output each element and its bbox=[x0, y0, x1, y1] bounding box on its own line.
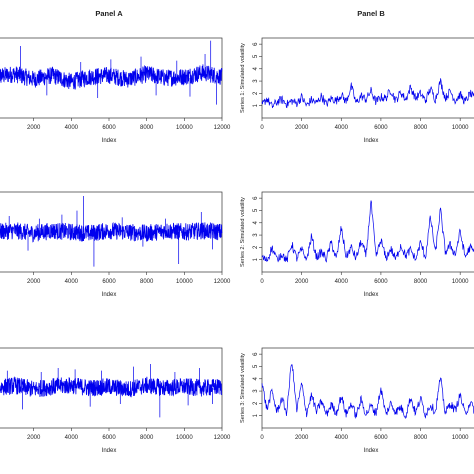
x-tick-label: 2000 bbox=[295, 435, 309, 441]
x-tick-label: 4000 bbox=[335, 279, 349, 285]
x-tick-label: 10000 bbox=[452, 279, 469, 285]
plot-frame bbox=[261, 191, 474, 273]
y-tick-label: 3 bbox=[253, 79, 259, 83]
x-tick-label: 8000 bbox=[414, 279, 428, 285]
x-tick-label: 10000 bbox=[176, 125, 193, 131]
y-tick-label: 2 bbox=[253, 401, 259, 405]
panel-title: Panel A bbox=[95, 9, 123, 18]
y-tick-label: 3 bbox=[253, 233, 259, 237]
x-axis-label: Index bbox=[102, 138, 117, 144]
x-tick-label: 2000 bbox=[295, 125, 309, 131]
y-tick-label: 2 bbox=[253, 245, 259, 249]
y-axis-label: Series 2: Simulated volatility bbox=[240, 197, 246, 267]
x-axis-label: Index bbox=[364, 448, 379, 454]
series-line bbox=[261, 200, 474, 263]
series-line bbox=[261, 78, 474, 109]
panel-2: Panel B 0 2000 4000 6000 8000 10000 1 2 3 4 5 6 Index… bbox=[240, 9, 474, 144]
x-tick-label: 12000 bbox=[214, 279, 231, 285]
y-tick-label: 1 bbox=[253, 413, 259, 417]
x-tick-label: 6000 bbox=[374, 125, 388, 131]
y-axis-label: Series 1: Simulated volatility bbox=[240, 43, 246, 113]
series-line bbox=[0, 64, 223, 90]
x-axis-label: Index bbox=[364, 292, 379, 298]
series-line bbox=[0, 221, 223, 243]
x-tick-label: 8000 bbox=[414, 435, 428, 441]
x-tick-label: 12000 bbox=[214, 125, 231, 131]
x-tick-label: 6000 bbox=[102, 125, 116, 131]
x-tick-label: 8000 bbox=[140, 125, 154, 131]
panel-1: Panel A 2000 4000 6000 8000 10000 12000 Index bbox=[0, 9, 231, 144]
x-tick-label: 10000 bbox=[176, 435, 193, 441]
y-tick-label: 6 bbox=[253, 352, 259, 356]
x-tick-label: 6000 bbox=[102, 279, 116, 285]
y-tick-label: 6 bbox=[253, 42, 259, 46]
y-tick-label: 4 bbox=[253, 66, 259, 70]
plot-frame bbox=[261, 347, 474, 429]
x-tick-label: 2000 bbox=[295, 279, 309, 285]
y-tick-label: 6 bbox=[253, 196, 259, 200]
panel-4: 0 2000 4000 6000 8000 10000 1 2 3 4 5 6 Index Series … bbox=[240, 191, 474, 298]
series-line bbox=[0, 376, 223, 398]
x-tick-label: 0 bbox=[260, 125, 264, 131]
x-tick-label: 6000 bbox=[374, 279, 388, 285]
x-tick-label: 8000 bbox=[414, 125, 428, 131]
y-tick-label: 2 bbox=[253, 91, 259, 95]
x-axis-label: Index bbox=[102, 292, 117, 298]
x-axis-label: Index bbox=[102, 448, 117, 454]
x-tick-label: 4000 bbox=[65, 125, 79, 131]
x-tick-label: 8000 bbox=[140, 435, 154, 441]
x-axis-label: Index bbox=[364, 138, 379, 144]
x-tick-label: 10000 bbox=[452, 125, 469, 131]
y-tick-label: 5 bbox=[253, 208, 259, 212]
panel-5: 2000 4000 6000 8000 10000 12000 Index bbox=[0, 347, 231, 454]
x-tick-label: 8000 bbox=[140, 279, 154, 285]
y-tick-label: 5 bbox=[253, 364, 259, 368]
x-tick-label: 0 bbox=[260, 279, 264, 285]
x-tick-label: 2000 bbox=[27, 279, 41, 285]
y-axis-label: Series 3: Simulated volatility bbox=[240, 353, 246, 423]
x-tick-label: 4000 bbox=[65, 279, 79, 285]
x-tick-label: 4000 bbox=[65, 435, 79, 441]
x-tick-label: 2000 bbox=[27, 125, 41, 131]
x-tick-label: 2000 bbox=[27, 435, 41, 441]
x-tick-label: 0 bbox=[260, 435, 264, 441]
panel-title: Panel B bbox=[357, 9, 385, 18]
x-tick-label: 4000 bbox=[335, 435, 349, 441]
plot-frame bbox=[261, 37, 474, 119]
y-tick-label: 4 bbox=[253, 220, 259, 224]
panel-3: 2000 4000 6000 8000 10000 12000 Index bbox=[0, 191, 231, 298]
series-line bbox=[261, 364, 474, 420]
x-tick-label: 6000 bbox=[102, 435, 116, 441]
panel-6: 0 2000 4000 6000 8000 10000 1 2 3 4 5 6 Index Series … bbox=[240, 347, 474, 454]
x-tick-label: 12000 bbox=[214, 435, 231, 441]
y-tick-label: 1 bbox=[253, 103, 259, 107]
x-tick-label: 10000 bbox=[176, 279, 193, 285]
y-tick-label: 4 bbox=[253, 376, 259, 380]
y-tick-label: 5 bbox=[253, 54, 259, 58]
y-tick-label: 3 bbox=[253, 389, 259, 393]
y-tick-label: 1 bbox=[253, 257, 259, 261]
x-tick-label: 6000 bbox=[374, 435, 388, 441]
x-tick-label: 4000 bbox=[335, 125, 349, 131]
x-tick-label: 10000 bbox=[452, 435, 469, 441]
